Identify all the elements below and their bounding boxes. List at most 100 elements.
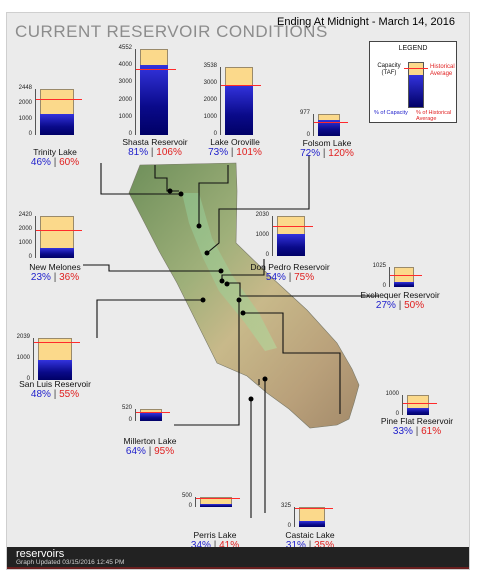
- reservoir-chart: [313, 114, 348, 136]
- reservoir-percentages: 46% | 60%: [10, 157, 100, 168]
- pct-of-capacity: 27%: [375, 300, 396, 311]
- axis-tick-label: 0: [265, 252, 269, 258]
- reservoir-chart: [272, 216, 313, 256]
- historical-average-line: [273, 226, 313, 227]
- reservoir-chart: [33, 338, 80, 380]
- reservoir-percentages: 33% | 61%: [372, 426, 462, 437]
- reservoir-name: Lake Oroville: [210, 137, 260, 147]
- current-storage-bar: [40, 114, 74, 135]
- leader-newmelones: [83, 264, 221, 272]
- axis-tick-label: 2030: [255, 212, 269, 218]
- pct-of-historical: 36%: [59, 272, 80, 283]
- axis-tick-label: 0: [188, 503, 192, 509]
- graph-updated: Graph Updated 03/15/2016 12:45 PM: [16, 559, 125, 566]
- reservoir-name: Castaic Lake: [285, 530, 335, 540]
- pct-of-historical: 41%: [219, 540, 240, 551]
- historical-average-line: [36, 230, 82, 231]
- axis-tick-label: 3000: [203, 80, 217, 86]
- pct-separator: |: [285, 272, 295, 283]
- historical-average-line: [196, 498, 240, 499]
- reservoir-percentages: 34% | 41%: [170, 540, 260, 551]
- dot-exchequer: [224, 281, 230, 287]
- axis-tick-label: 0: [128, 417, 132, 423]
- historical-average-line: [136, 69, 176, 70]
- axis-tick-label: 0: [287, 523, 291, 529]
- current-storage-bar: [140, 65, 168, 135]
- reservoir-name: New Melones: [29, 262, 81, 272]
- reservoir-name: Shasta Reservoir: [122, 137, 188, 147]
- current-storage-bar: [40, 248, 74, 258]
- axis-tick-label: 1000: [18, 115, 32, 122]
- reservoir-percentages: 31% | 35%: [265, 540, 355, 551]
- axis-tick-label: 325: [280, 503, 291, 509]
- axis-tick-label: 2039: [16, 334, 30, 340]
- dot-pineflat: [240, 310, 246, 316]
- reservoir-chart: [220, 67, 261, 135]
- axis-tick-label: 4552: [118, 45, 132, 51]
- reservoir-dots: [167, 188, 268, 402]
- reservoir-chart: [402, 395, 437, 415]
- reservoir-chart: [135, 409, 170, 421]
- pct-separator: |: [145, 446, 155, 457]
- reservoir-chart: [389, 267, 422, 287]
- axis-tick-label: 2000: [203, 97, 217, 103]
- leader-donpedro: [221, 259, 265, 281]
- pct-of-capacity: 48%: [30, 389, 51, 400]
- date-ending: Ending At Midnight - March 14, 2016: [277, 16, 455, 28]
- current-storage-bar: [200, 504, 232, 507]
- pct-separator: |: [50, 272, 60, 283]
- reservoir-percentages: 54% | 75%: [245, 272, 335, 283]
- axis-tick-label: 1000: [385, 391, 399, 397]
- axis-tick-label: 1000: [16, 355, 30, 361]
- axis-tick-label: 4000: [118, 62, 132, 69]
- dot-sanluis: [200, 297, 206, 303]
- axis-tick-label: 0: [28, 131, 32, 137]
- current-storage-bar: [225, 85, 253, 135]
- reservoir-name: Folsom Lake: [302, 138, 352, 148]
- reservoir-panel: CURRENT RESERVOIR CONDITIONS Ending At M…: [6, 12, 470, 570]
- reservoir-name: Pine Flat Reservoir: [380, 416, 454, 426]
- pct-of-historical: 60%: [59, 157, 80, 168]
- pct-of-historical: 101%: [236, 147, 262, 158]
- footer-brand: reservoirs: [16, 548, 65, 560]
- axis-tick-label: 0: [382, 283, 386, 289]
- central-valley: [182, 193, 277, 351]
- reservoir-name: Millerton Lake: [123, 436, 177, 446]
- legend-capacity: Capacity (TAF): [377, 63, 401, 76]
- footer-strip: [7, 567, 469, 569]
- legend-historical: Historical Average: [430, 64, 455, 77]
- pct-of-capacity: 46%: [30, 157, 51, 168]
- reservoir-name: Exchequer Reservoir: [360, 290, 440, 300]
- historical-average-line: [403, 403, 437, 404]
- leader-oroville: [198, 165, 229, 226]
- axis-tick-label: 1025: [372, 263, 386, 269]
- pct-of-capacity: 34%: [190, 540, 211, 551]
- pct-of-capacity: 33%: [392, 426, 413, 437]
- axis-tick-label: 1000: [203, 114, 217, 120]
- pct-separator: |: [320, 148, 329, 159]
- current-storage-bar: [140, 413, 162, 421]
- reservoir-percentages: 23% | 36%: [10, 272, 100, 283]
- reservoir-chart: [294, 507, 333, 527]
- dot-shasta: [167, 188, 173, 194]
- pct-of-capacity: 31%: [285, 540, 306, 551]
- legend-pct-capacity: % of Capacity: [374, 110, 408, 116]
- reservoir-chart: [35, 216, 82, 258]
- reservoir-percentages: 27% | 50%: [355, 300, 445, 311]
- footer-bar: reservoirs Graph Updated 03/15/2016 12:4…: [7, 547, 469, 569]
- pct-of-capacity: 54%: [265, 272, 286, 283]
- current-storage-bar: [394, 282, 414, 287]
- axis-tick-label: 0: [395, 411, 399, 417]
- axis-tick-label: 520: [121, 405, 132, 411]
- historical-average-line: [390, 275, 422, 276]
- axis-tick-label: 1000: [18, 240, 32, 246]
- current-storage-bar: [299, 521, 325, 527]
- reservoir-percentages: 73% | 101%: [190, 147, 280, 158]
- pct-of-historical: 61%: [421, 426, 442, 437]
- historical-average-line: [295, 508, 333, 509]
- pct-of-historical: 55%: [59, 389, 80, 400]
- axis-tick-label: 2420: [18, 212, 32, 218]
- historical-average-line: [34, 342, 80, 343]
- current-storage-bar: [277, 234, 305, 256]
- axis-tick-label: 0: [306, 132, 310, 138]
